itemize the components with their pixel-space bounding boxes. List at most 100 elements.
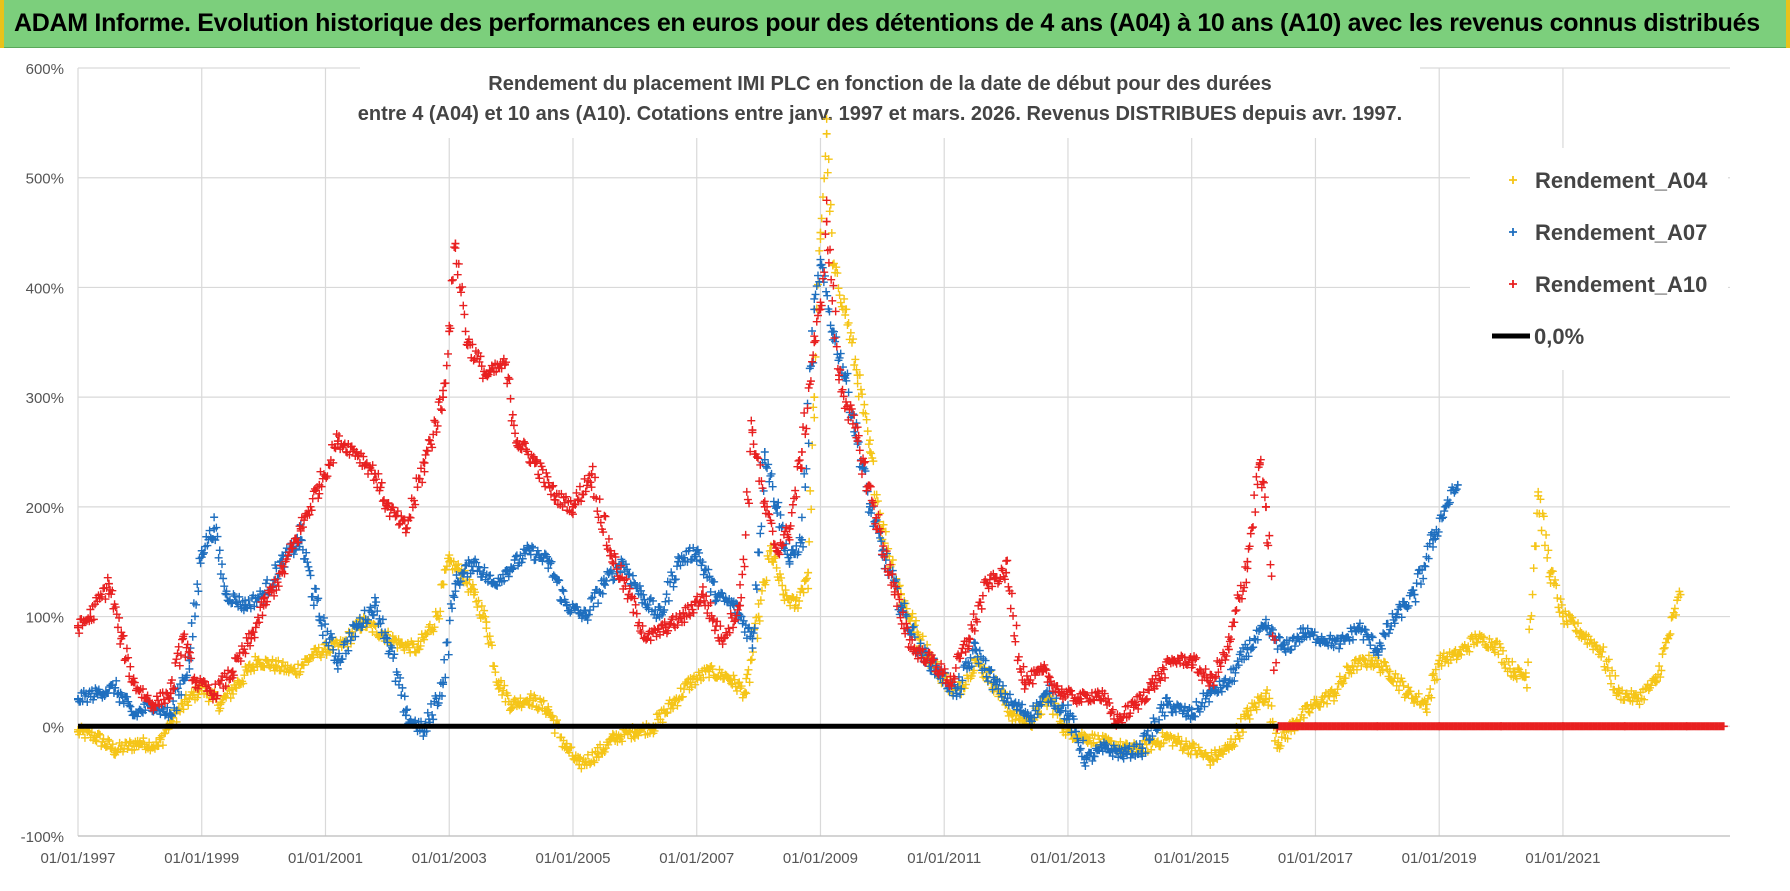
data-point xyxy=(786,601,795,610)
data-point xyxy=(823,168,832,177)
data-point xyxy=(178,700,187,709)
data-point xyxy=(1411,597,1420,606)
data-point xyxy=(1265,694,1274,703)
data-point xyxy=(799,588,808,597)
grid-lines xyxy=(77,67,1730,837)
data-point xyxy=(442,562,451,571)
data-point xyxy=(824,155,833,164)
data-point xyxy=(756,529,765,538)
data-point xyxy=(539,696,548,705)
data-point xyxy=(75,730,84,739)
data-point xyxy=(634,731,643,740)
data-point xyxy=(730,675,739,684)
data-point xyxy=(751,581,760,590)
data-point xyxy=(828,296,837,305)
data-point xyxy=(601,512,610,521)
data-point xyxy=(850,361,859,370)
data-point xyxy=(1414,689,1423,698)
data-point xyxy=(1010,631,1019,640)
data-point xyxy=(742,674,751,683)
header-bar: ADAM Informe. Evolution historique des p… xyxy=(0,0,1790,48)
data-point xyxy=(760,448,769,456)
data-point xyxy=(1323,699,1332,708)
data-point xyxy=(1188,739,1197,748)
data-point xyxy=(460,310,469,319)
data-point xyxy=(698,582,707,591)
data-point xyxy=(1335,644,1344,653)
data-point xyxy=(865,448,874,456)
data-point xyxy=(807,505,816,514)
data-point xyxy=(863,427,872,436)
data-point xyxy=(804,383,813,392)
data-point xyxy=(454,560,463,569)
data-point xyxy=(482,624,491,633)
data-point xyxy=(1333,685,1342,694)
data-point xyxy=(435,614,444,623)
x-tick-label: 01/01/2017 xyxy=(1278,850,1353,867)
data-point xyxy=(1542,530,1551,539)
data-point xyxy=(775,570,784,579)
data-point xyxy=(860,400,869,409)
data-point xyxy=(1531,542,1540,551)
data-point xyxy=(314,494,323,503)
y-axis-ticks: -100% 0% 100% 200% 300% 400% 500% 600% xyxy=(21,61,64,846)
data-point xyxy=(481,612,490,621)
data-point xyxy=(1014,652,1023,661)
data-point xyxy=(872,490,881,499)
data-point xyxy=(1299,713,1308,722)
data-point xyxy=(742,487,751,496)
data-point xyxy=(1364,651,1373,660)
data-point xyxy=(832,263,841,272)
data-point xyxy=(869,457,878,466)
data-point xyxy=(377,478,386,487)
data-point xyxy=(401,528,410,537)
data-point xyxy=(1244,710,1253,719)
data-point xyxy=(683,680,692,689)
data-point xyxy=(1250,491,1259,500)
data-point xyxy=(1401,690,1410,699)
data-point xyxy=(91,736,100,745)
data-point xyxy=(678,692,687,701)
data-point xyxy=(867,449,876,458)
data-point xyxy=(795,596,804,605)
data-point xyxy=(429,627,438,636)
data-point xyxy=(306,571,315,580)
data-point xyxy=(531,694,540,703)
data-point xyxy=(1394,686,1403,695)
data-point xyxy=(311,644,320,653)
data-point xyxy=(1524,658,1533,667)
x-tick-label: 01/01/2003 xyxy=(412,850,487,867)
data-point xyxy=(862,415,871,424)
data-point xyxy=(741,688,750,697)
data-point xyxy=(844,318,853,327)
data-point xyxy=(737,593,746,602)
data-point xyxy=(772,563,781,572)
data-point xyxy=(1341,674,1350,683)
data-point xyxy=(316,653,325,662)
data-point xyxy=(577,764,586,773)
data-point xyxy=(626,728,635,737)
data-point xyxy=(1283,734,1292,743)
chart-title-line2: entre 4 (A04) et 10 ans (A10). Cotations… xyxy=(358,103,1403,125)
data-point xyxy=(842,305,851,314)
data-point xyxy=(444,650,453,659)
data-point xyxy=(1182,737,1191,746)
data-point xyxy=(1380,630,1389,639)
data-point xyxy=(1528,590,1537,599)
data-point xyxy=(75,629,84,638)
data-point xyxy=(1011,637,1020,646)
data-point xyxy=(767,469,776,478)
data-point xyxy=(815,246,824,255)
x-tick-label: 01/01/2001 xyxy=(288,850,363,867)
data-point xyxy=(593,507,602,516)
chart-container: -100% 0% 100% 200% 300% 400% 500% 600% 01/01/19… xyxy=(0,48,1790,886)
data-point xyxy=(662,708,671,717)
data-point xyxy=(708,665,717,674)
data-point xyxy=(179,705,188,714)
data-point xyxy=(835,291,844,300)
data-point xyxy=(1003,556,1012,565)
data-point xyxy=(1324,691,1333,700)
data-point xyxy=(94,729,103,738)
data-point xyxy=(673,701,682,710)
data-point xyxy=(558,585,567,594)
